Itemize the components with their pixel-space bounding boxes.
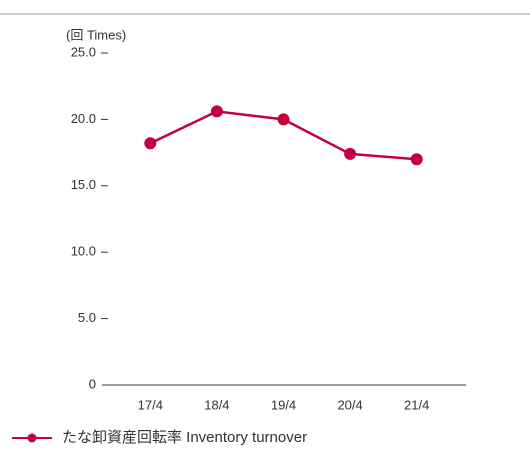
y-unit-label: (回 Times) bbox=[66, 27, 126, 42]
y-tick-label: 5.0 bbox=[78, 310, 96, 325]
y-tick-label: 10.0 bbox=[71, 244, 96, 259]
x-tick-label: 18/4 bbox=[204, 397, 229, 412]
x-tick-label: 21/4 bbox=[404, 397, 429, 412]
y-tick-label: 15.0 bbox=[71, 177, 96, 192]
x-tick-label: 20/4 bbox=[337, 397, 362, 412]
x-tick-label: 19/4 bbox=[271, 397, 296, 412]
y-tick-label: 25.0 bbox=[71, 44, 96, 59]
x-tick-label: 17/4 bbox=[138, 397, 163, 412]
data-point bbox=[144, 137, 157, 150]
legend-marker bbox=[27, 433, 37, 443]
y-tick-label: 0 bbox=[89, 376, 96, 391]
y-tick-label: 20.0 bbox=[71, 111, 96, 126]
data-point bbox=[344, 147, 357, 160]
data-point bbox=[410, 153, 423, 166]
data-point bbox=[210, 105, 223, 118]
data-point bbox=[277, 113, 290, 126]
legend-label: たな卸資産回転率 Inventory turnover bbox=[62, 429, 307, 446]
